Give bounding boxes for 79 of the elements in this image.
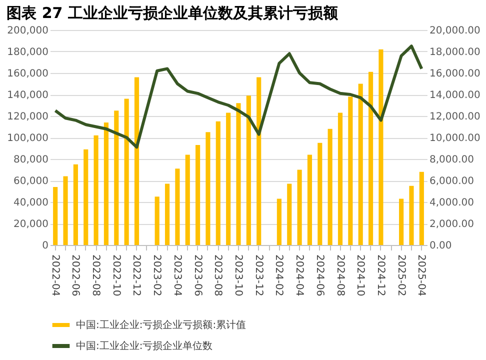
y2-tick-label: 12,000.00	[430, 112, 480, 122]
y2-tick-label: 16,000.00	[430, 68, 480, 80]
y-tick-label: 60,000	[14, 176, 48, 187]
x-tick-label: 2022-04	[49, 254, 60, 296]
bar	[297, 170, 302, 245]
y2-tick-label: 20,000.00	[430, 26, 480, 36]
y-tick-label: 100,000	[7, 133, 48, 144]
y2-tick-label: 6,000.00	[430, 176, 474, 187]
x-tick-label: 2024-04	[294, 254, 305, 296]
bar	[154, 196, 160, 245]
y-tick-label: 40,000	[14, 198, 48, 208]
y-tick-label: 140,000	[7, 90, 48, 101]
y-tick-label: 120,000	[7, 112, 48, 122]
y2-tick-label: 4,000.00	[430, 198, 474, 208]
bar	[185, 154, 190, 245]
y-tick-label: 80,000	[14, 154, 48, 166]
bar	[94, 135, 98, 245]
x-tick-label: 2022-06	[70, 254, 81, 296]
x-tick-label: 2025-04	[416, 254, 427, 296]
bar	[84, 149, 88, 245]
bar	[328, 128, 332, 245]
x-tick-label: 2023-06	[192, 254, 203, 296]
bar	[358, 84, 363, 245]
y-tick-label: 0	[42, 240, 48, 252]
y2-tick-label: 10,000.00	[430, 133, 480, 144]
x-tick-label: 2022-12	[130, 254, 142, 296]
x-tick-label: 2025-02	[395, 254, 406, 296]
bar	[206, 132, 210, 245]
bar	[307, 154, 312, 245]
bar	[338, 112, 343, 245]
bar	[63, 176, 68, 245]
bar	[287, 184, 292, 245]
bar	[256, 77, 262, 245]
bar	[318, 142, 322, 245]
x-tick-label: 2023-08	[212, 254, 224, 296]
x-tick-label: 2024-10	[354, 254, 366, 296]
bar	[196, 145, 200, 245]
bar	[53, 186, 58, 245]
bar	[175, 168, 180, 245]
bar	[276, 198, 282, 245]
y2-tick-label: 14,000.00	[430, 90, 480, 101]
bar	[348, 96, 353, 245]
y2-tick-label: 8,000.00	[430, 154, 474, 166]
bar	[104, 122, 109, 245]
bar	[226, 112, 231, 245]
legend-label: 中国:工业企业:亏损企业亏损额:累计值	[76, 319, 246, 331]
bar	[73, 164, 78, 245]
x-tick-label: 2023-12	[252, 254, 264, 296]
x-tick-label: 2022-08	[90, 254, 102, 296]
chart-title: 图表 27 工业企业亏损企业单位数及其累计亏损额	[6, 4, 339, 22]
bar	[378, 49, 384, 245]
bar	[236, 103, 241, 245]
y2-tick-label: 18,000.00	[430, 47, 480, 58]
x-tick-label: 2024-02	[273, 254, 284, 296]
x-tick-label: 2023-04	[171, 254, 182, 296]
y-tick-label: 180,000	[7, 47, 48, 58]
x-tick-label: 2023-02	[151, 254, 162, 296]
bar	[114, 110, 119, 245]
bar	[409, 186, 414, 245]
bar	[134, 77, 140, 245]
x-tick-label: 2024-12	[374, 254, 386, 296]
bar	[399, 198, 404, 245]
x-tick-label: 2023-10	[232, 254, 244, 296]
y-tick-label: 160,000	[7, 68, 48, 80]
bar	[246, 96, 251, 245]
bar	[368, 72, 374, 245]
bar	[216, 121, 220, 245]
y2-tick-label: 0.00	[430, 240, 452, 252]
x-tick-label: 2022-10	[110, 254, 122, 296]
y-tick-label: 20,000	[14, 219, 48, 230]
bar	[164, 184, 170, 245]
x-tick-label: 2024-08	[334, 254, 346, 296]
y2-tick-label: 2,000.00	[430, 219, 474, 230]
bar	[419, 172, 424, 245]
bar	[124, 98, 129, 245]
legend-label: 中国:工业企业:亏损企业单位数	[76, 340, 213, 352]
line-series	[54, 44, 424, 149]
x-tick-label: 2024-06	[314, 254, 325, 296]
y-tick-label: 200,000	[7, 26, 48, 36]
